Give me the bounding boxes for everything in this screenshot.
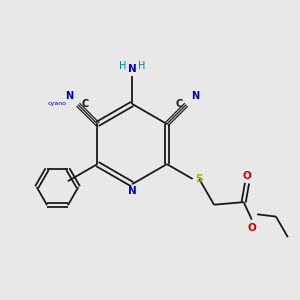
Text: N: N <box>128 64 136 74</box>
Text: O: O <box>243 171 251 181</box>
Text: H: H <box>138 61 146 70</box>
Text: O: O <box>248 223 256 232</box>
Text: cyano: cyano <box>48 101 67 106</box>
Text: C: C <box>82 99 89 109</box>
Text: N: N <box>65 91 73 100</box>
Text: N: N <box>128 186 136 196</box>
Text: S: S <box>195 174 202 184</box>
Text: N: N <box>191 91 200 100</box>
Text: C: C <box>176 99 183 109</box>
Text: H: H <box>119 61 126 70</box>
